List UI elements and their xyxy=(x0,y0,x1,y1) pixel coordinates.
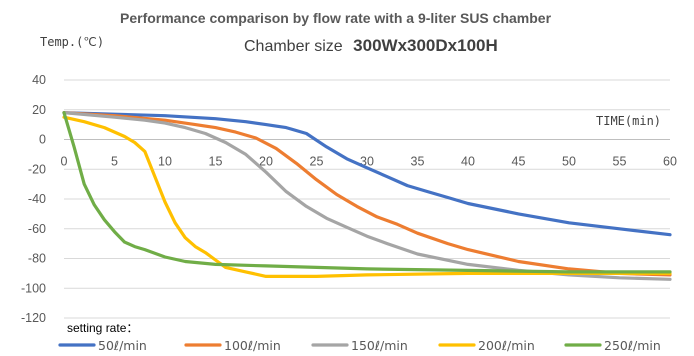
x-tick-label: 5 xyxy=(111,155,118,169)
x-tick-labels: 0 5 10 15 20 25 30 35 40 45 50 55 60 xyxy=(61,155,677,169)
y-tick-label: 0 xyxy=(39,133,46,147)
x-tick-label: 20 xyxy=(259,155,273,169)
chart-title: Performance comparison by flow rate with… xyxy=(120,10,552,26)
x-tick-label: 60 xyxy=(663,155,677,169)
series-line-2 xyxy=(62,111,672,281)
legend-title: setting rate： xyxy=(67,321,139,335)
y-tick-labels: 40 20 0 -20 -40 -60 -80 -100 -120 xyxy=(21,73,46,325)
legend-label-3: 200ℓ/min xyxy=(478,338,535,353)
y-axis-label: Temp.(℃) xyxy=(40,35,105,49)
y-tick-label: -120 xyxy=(21,311,46,325)
series-line-0 xyxy=(62,111,672,237)
legend: 50ℓ/min 100ℓ/min 150ℓ/min 200ℓ/min 250ℓ/min xyxy=(58,338,661,353)
x-tick-label: 45 xyxy=(512,155,526,169)
x-tick-label: 35 xyxy=(411,155,425,169)
series-line-4 xyxy=(62,111,672,274)
x-tick-label: 0 xyxy=(61,155,68,169)
y-tick-label: -20 xyxy=(28,162,46,176)
series-line-1 xyxy=(62,111,672,277)
y-tick-label: 20 xyxy=(32,103,46,117)
y-tick-label: 40 xyxy=(32,73,46,87)
x-tick-label: 50 xyxy=(562,155,576,169)
y-tick-label: -80 xyxy=(28,252,46,266)
legend-label-0: 50ℓ/min xyxy=(98,338,147,353)
x-tick-label: 40 xyxy=(461,155,475,169)
x-tick-label: 25 xyxy=(310,155,324,169)
x-tick-label: 15 xyxy=(209,155,223,169)
x-axis-label: TIME(min) xyxy=(596,114,662,128)
subtitle-value: 300Wx300Dx100H xyxy=(353,36,498,55)
series-lines xyxy=(62,111,672,281)
chart-subtitle: Chamber size 300Wx300Dx100H xyxy=(244,36,498,56)
legend-label-2: 150ℓ/min xyxy=(351,338,408,353)
series-line-3 xyxy=(62,115,672,278)
subtitle-label: Chamber size xyxy=(244,38,343,55)
legend-label-1: 100ℓ/min xyxy=(224,338,281,353)
legend-label-4: 250ℓ/min xyxy=(604,338,661,353)
x-tick-label: 55 xyxy=(613,155,627,169)
y-tick-label: -100 xyxy=(21,281,46,295)
y-tick-label: -40 xyxy=(28,192,46,206)
x-tick-label: 10 xyxy=(158,155,172,169)
y-tick-label: -60 xyxy=(28,222,46,236)
